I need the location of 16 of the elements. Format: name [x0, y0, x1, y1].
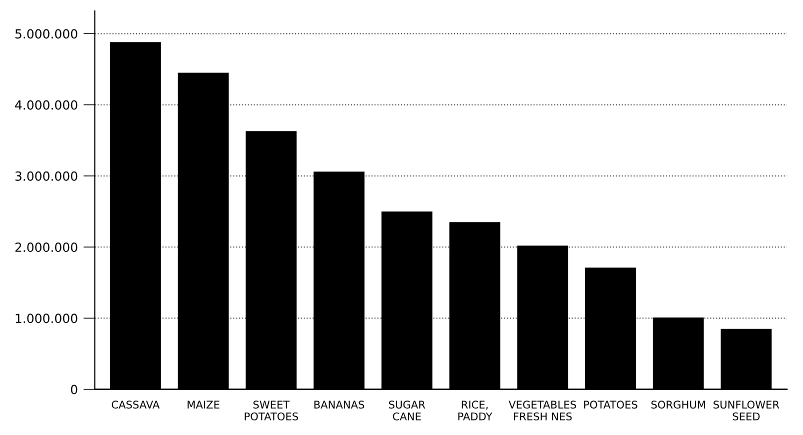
y-tick-label: 0	[70, 384, 78, 394]
x-tick-label: POTATOES	[584, 400, 638, 409]
x-tick-label: MAIZE	[188, 400, 220, 408]
y-tick-label: 1.000.000	[16, 314, 78, 324]
y-tick-label: 4.000.000	[15, 100, 78, 110]
y-tick-label: 2.000.000	[15, 242, 78, 252]
x-tick-label: SUNFLOWER SEED	[714, 400, 780, 420]
x-tick-label: CASSAVA	[112, 400, 160, 409]
x-tick-label: SUGAR CANE	[389, 400, 426, 420]
x-tick-label: BANANAS	[314, 400, 364, 409]
x-tick-label: SORGHUM	[651, 400, 705, 409]
x-tick-label: SWEET POTATOES	[244, 400, 298, 420]
x-tick-label: RICE, PADDY	[458, 400, 492, 420]
y-tick-label: 3.000.000	[15, 171, 78, 181]
y-tick-label: 5.000.000	[15, 29, 78, 39]
x-tick-label: VEGETABLES FRESH NES	[508, 400, 576, 420]
